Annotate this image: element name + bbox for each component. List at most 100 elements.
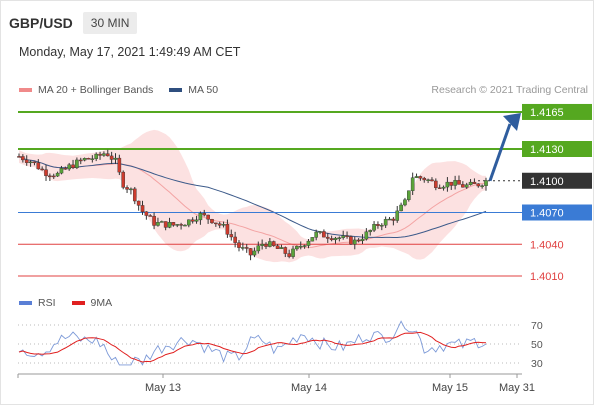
rsi-tick-50: 50 (531, 339, 543, 351)
candle-body (194, 219, 199, 222)
candle (102, 151, 106, 157)
candle (67, 162, 71, 171)
candle (51, 173, 56, 179)
candle (445, 177, 450, 192)
candle (260, 239, 264, 250)
candle-body (449, 181, 454, 186)
candle-body (187, 219, 191, 226)
candle-body (82, 158, 87, 161)
candle (376, 221, 380, 229)
candle (21, 154, 25, 163)
candle (325, 233, 330, 243)
candle-body (287, 253, 291, 257)
candle-body (217, 223, 222, 226)
candle (225, 219, 230, 238)
candle (194, 215, 199, 224)
candle-body (75, 159, 79, 169)
candle-body (310, 237, 315, 242)
candle-body (63, 168, 68, 170)
candle (210, 218, 214, 224)
candle-body (202, 213, 207, 216)
candle (233, 231, 237, 248)
timeframe-badge[interactable]: 30 MIN (82, 12, 138, 34)
candle (437, 184, 442, 189)
candle (268, 238, 272, 248)
candle-body (117, 157, 122, 173)
candle-body (105, 153, 110, 157)
candle (256, 241, 261, 254)
candle (90, 155, 95, 163)
candle (198, 211, 203, 225)
legend-item-bollinger: MA 20 + Bollinger Bands (19, 84, 153, 96)
rsi-line (18, 320, 487, 366)
candle (407, 190, 411, 202)
candle-body (59, 168, 64, 174)
candle (464, 182, 469, 189)
candle (391, 217, 396, 226)
candle-body (426, 179, 430, 181)
candle-body (113, 157, 118, 160)
candle (183, 224, 187, 227)
level-tag-1.4165 (522, 103, 592, 120)
candle (291, 245, 295, 259)
candle-body (132, 188, 137, 202)
candle (484, 177, 488, 191)
candle (55, 171, 60, 177)
candle (160, 220, 164, 223)
legend-label: MA 50 (188, 84, 219, 96)
candle (78, 157, 83, 165)
candle (441, 185, 446, 191)
candle (82, 157, 87, 162)
candle-body (464, 184, 469, 188)
level-label-1.4165: 1.4165 (530, 107, 564, 119)
candle-body (152, 215, 156, 226)
candle-body (298, 246, 303, 248)
candle-body (318, 231, 322, 233)
candle (426, 178, 430, 184)
candle-body (214, 222, 218, 225)
candle-body (51, 175, 56, 178)
candle (109, 151, 114, 165)
candle (322, 229, 326, 238)
candle (271, 240, 276, 247)
candle (113, 153, 118, 165)
candle (148, 214, 153, 217)
candle-body (156, 222, 160, 226)
candle-body (21, 156, 25, 161)
candle-body (333, 237, 338, 241)
candle (352, 236, 357, 250)
candle-body (295, 246, 299, 250)
candle (48, 173, 52, 181)
candle-body (241, 247, 245, 249)
candle-body (472, 181, 477, 184)
candle-body (430, 179, 434, 182)
candle (171, 222, 176, 227)
candle (356, 238, 361, 243)
candle-body (329, 238, 334, 241)
candle (214, 222, 218, 227)
candle (75, 157, 79, 170)
candle-body (163, 221, 168, 228)
candle-body (32, 161, 37, 164)
candle-body (379, 224, 384, 227)
candle (341, 230, 345, 240)
candle (314, 229, 318, 241)
candle-body (94, 153, 98, 159)
candle-body (376, 224, 380, 226)
candle (472, 178, 477, 184)
candle (36, 159, 41, 170)
candle-body (341, 235, 345, 238)
candle-body (221, 224, 226, 226)
candle (252, 247, 257, 258)
candle (121, 170, 126, 190)
candle (349, 235, 353, 245)
candle (237, 240, 241, 252)
candle-body (418, 176, 423, 179)
candle-body (445, 181, 450, 188)
candle-body (210, 219, 214, 224)
candle (449, 181, 454, 190)
candle-body (264, 243, 268, 247)
candle-body (279, 247, 284, 249)
level-label-1.4010: 1.4010 (530, 271, 564, 283)
candle-body (67, 164, 71, 170)
